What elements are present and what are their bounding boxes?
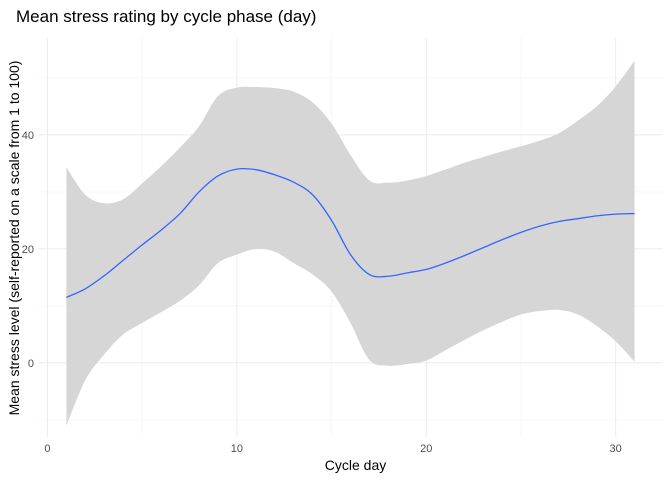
y-axis-title: Mean stress level (self-reported on a sc… (6, 61, 22, 416)
y-tick-label: 0 (28, 358, 34, 370)
x-tick-label: 20 (420, 443, 432, 455)
y-tick-label: 20 (22, 244, 34, 256)
trend-line (66, 167, 635, 298)
x-tick-label: 30 (610, 443, 622, 455)
x-axis-title: Cycle day (325, 457, 386, 473)
confidence-ribbon (66, 60, 635, 426)
y-tick-label: 40 (22, 130, 34, 142)
x-tick-labels: 0 10 20 30 (44, 443, 621, 455)
x-tick-label: 10 (231, 443, 243, 455)
x-tick-label: 0 (44, 443, 50, 455)
chart-title: Mean stress rating by cycle phase (day) (16, 7, 316, 26)
y-tick-labels: 0 20 40 (22, 130, 34, 370)
